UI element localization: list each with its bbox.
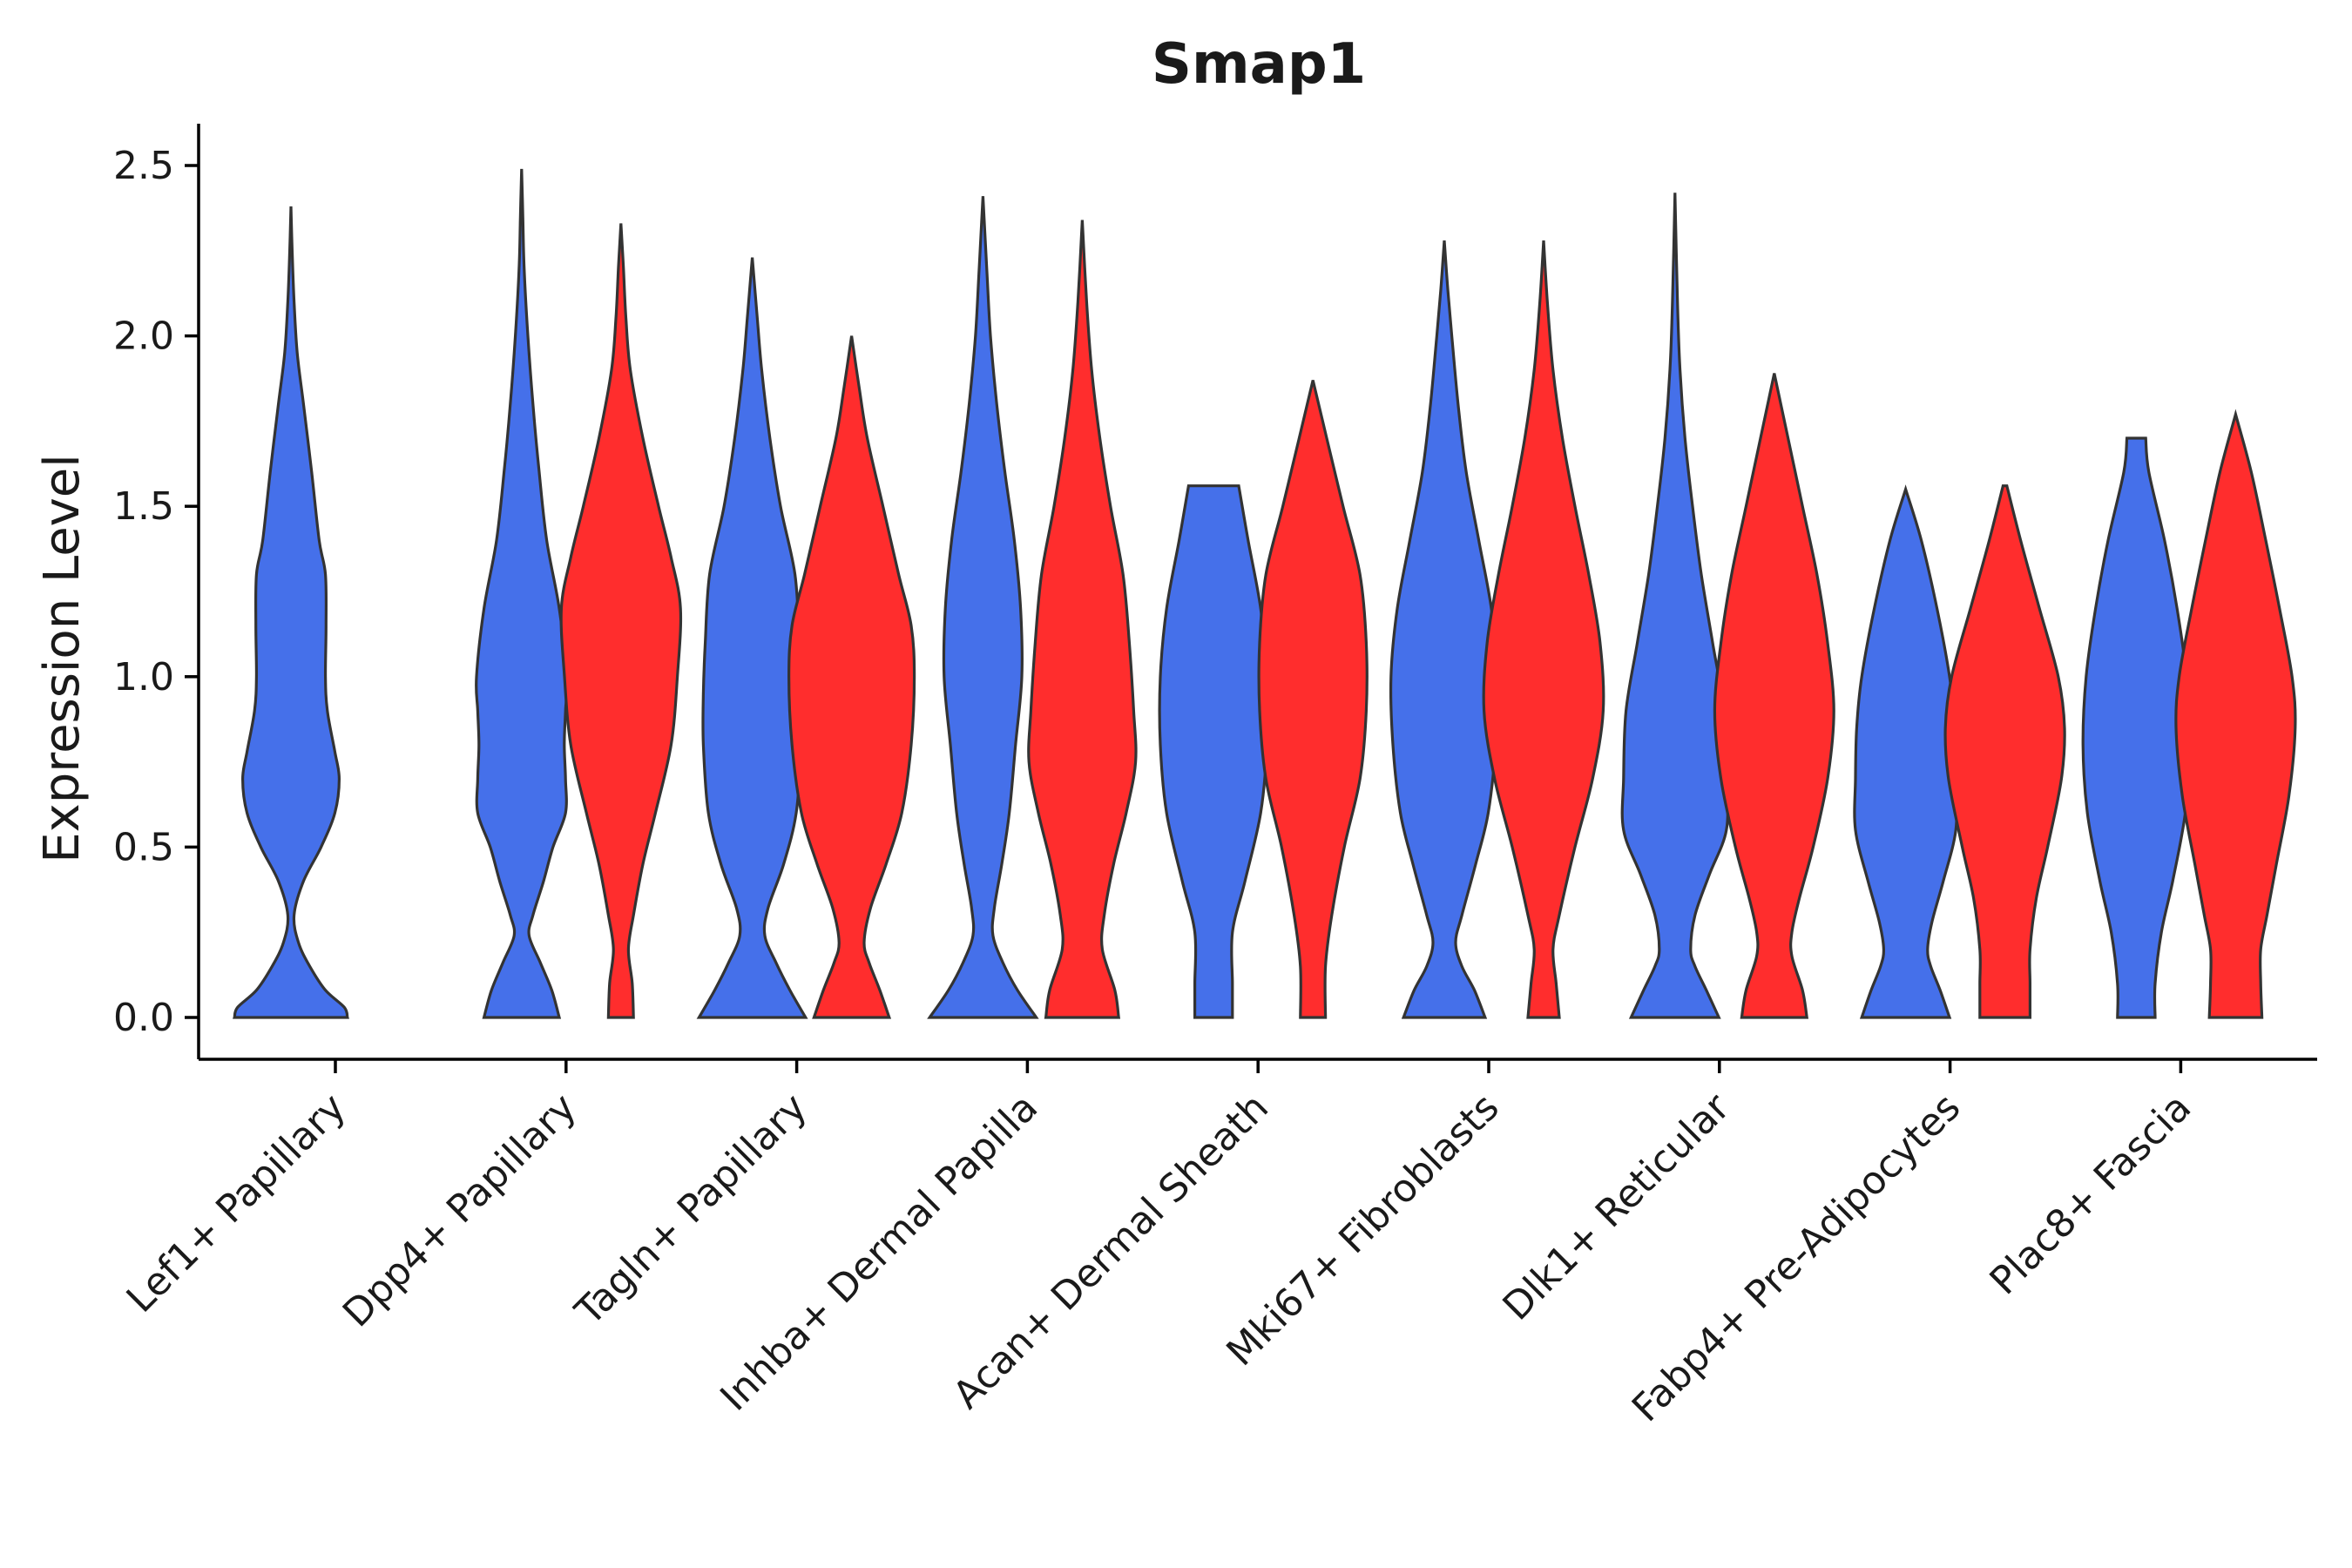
y-axis: 0.0 0.5 1.0 1.5 2.0 2.5 [113,124,200,1059]
x-label-dpp4-papillary: Dpp4+ Papillary [335,1085,585,1336]
violin-dpp4-papillary-a [475,168,569,1019]
violin-inhba-dermal-papilla-b [1027,220,1138,1019]
violin-plac8-fascia-b [2174,409,2297,1019]
violin-mki67-fibroblasts-b [1482,240,1605,1019]
violin-dlk1-reticular-b [1713,373,1835,1019]
violin-plac8-fascia-a [2081,436,2192,1019]
violin-fabp4-pre-adipocytes-a [1853,484,1958,1019]
violin-acan-dermal-sheath-b [1257,380,1369,1019]
violin-mki67-fibroblasts-a [1389,240,1500,1019]
violin-lef1-papillary-a [233,206,349,1019]
x-label-lef1-papillary: Lef1+ Papillary [118,1085,355,1321]
y-tick-label: 0.5 [113,825,174,869]
y-tick-label: 2.0 [113,314,174,359]
x-label-tagln-papillary: Tagln+ Papillary [566,1085,815,1335]
violin-layer [233,168,2297,1019]
violin-inhba-dermal-papilla-a [927,196,1039,1019]
y-tick-label: 2.5 [113,144,174,188]
x-label-dlk1-reticular: Dlk1+ Reticular [1495,1085,1740,1329]
chart-title: Smap1 [1152,32,1366,97]
violin-dpp4-papillary-b [559,223,683,1019]
x-label-plac8-fascia: Plac8+ Fascia [1982,1085,2200,1304]
y-tick-label: 1.5 [113,484,174,529]
y-tick-label: 0.0 [113,996,174,1040]
violin-dlk1-reticular-a [1620,193,1729,1019]
violin-tagln-papillary-a [696,257,808,1019]
y-axis-title: Expression Level [34,454,91,863]
y-tick-label: 1.0 [113,655,174,700]
violin-fabp4-pre-adipocytes-b [1943,484,2066,1019]
violin-tagln-papillary-b [787,335,916,1019]
violin-acan-dermal-sheath-a [1158,484,1269,1019]
